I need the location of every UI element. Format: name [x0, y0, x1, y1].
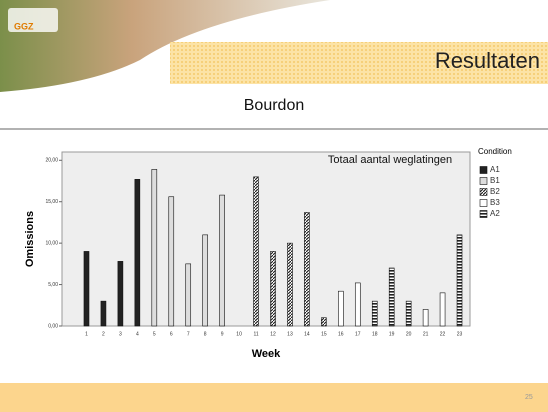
- x-tick-label: 10: [236, 331, 242, 337]
- bar: [270, 251, 276, 327]
- page-number: 25: [525, 394, 533, 401]
- legend-swatch: [479, 177, 488, 185]
- header-photo: [0, 0, 330, 92]
- x-tick-label: 5: [153, 331, 156, 337]
- chart-title: Totaal aantal weglatingen: [328, 154, 452, 166]
- x-tick-label: 12: [270, 331, 276, 337]
- bar: [168, 196, 175, 327]
- x-tick-label: 16: [338, 331, 344, 337]
- bar: [304, 212, 310, 327]
- title-banner: [170, 42, 548, 84]
- x-tick-label: 3: [119, 331, 122, 337]
- logo-box: [8, 8, 58, 32]
- legend-label: A1: [490, 165, 500, 174]
- bar: [371, 300, 378, 327]
- plot-area: [61, 151, 471, 327]
- x-tick-label: 8: [204, 331, 207, 337]
- bar: [338, 290, 344, 327]
- y-tick-label: 5,00: [48, 282, 58, 288]
- y-tick-label: 10,00: [45, 240, 58, 246]
- x-tick-label: 20: [406, 331, 412, 337]
- bar: [134, 179, 141, 327]
- x-axis-label: Week: [252, 348, 281, 360]
- footer-bar: [0, 383, 548, 412]
- bar: [405, 300, 412, 327]
- x-tick-label: 18: [372, 331, 378, 337]
- logo: GGZ: [14, 21, 34, 31]
- x-tick-label: 22: [440, 331, 446, 337]
- bar: [422, 309, 429, 327]
- slide-subtitle: Bourdon: [244, 97, 305, 114]
- y-tick-label: 0,00: [48, 323, 58, 329]
- x-tick-label: 9: [221, 331, 224, 337]
- bar: [321, 317, 327, 327]
- legend-label: B1: [490, 176, 500, 185]
- legend-title: Condition: [478, 147, 512, 156]
- x-tick-label: 21: [423, 331, 429, 337]
- legend-label: B3: [490, 198, 500, 207]
- x-tick-label: 23: [457, 331, 463, 337]
- bar: [456, 234, 463, 327]
- legend-label: A2: [490, 209, 500, 218]
- x-tick-label: 19: [389, 331, 395, 337]
- slide-title: Resultaten: [435, 48, 540, 73]
- x-tick-label: 13: [287, 331, 293, 337]
- x-tick-label: 2: [102, 331, 105, 337]
- bar: [202, 234, 208, 327]
- bar: [151, 169, 158, 327]
- bar: [439, 292, 446, 327]
- y-axis-label: Omissions: [24, 211, 36, 267]
- x-tick-label: 17: [355, 331, 361, 337]
- bar: [253, 176, 259, 327]
- legend-label: B2: [490, 187, 500, 196]
- legend-swatch: [479, 210, 488, 218]
- x-tick-label: 7: [187, 331, 190, 337]
- legend-swatch: [479, 188, 488, 196]
- bar: [354, 282, 361, 327]
- legend-swatch: [479, 166, 488, 174]
- x-tick-label: 6: [170, 331, 173, 337]
- bar: [117, 261, 124, 327]
- bar: [287, 242, 293, 327]
- x-tick-label: 4: [136, 331, 139, 337]
- x-tick-label: 15: [321, 331, 327, 337]
- y-tick-label: 20,00: [45, 158, 58, 164]
- x-tick-label: 1: [85, 331, 88, 337]
- bar: [219, 194, 225, 327]
- bar: [185, 263, 192, 327]
- x-tick-label: 11: [253, 331, 258, 337]
- bar: [388, 267, 395, 327]
- bar: [83, 251, 90, 327]
- legend-swatch: [479, 199, 488, 207]
- y-tick-label: 15,00: [45, 199, 58, 205]
- x-tick-label: 14: [304, 331, 310, 337]
- bar: [100, 300, 107, 327]
